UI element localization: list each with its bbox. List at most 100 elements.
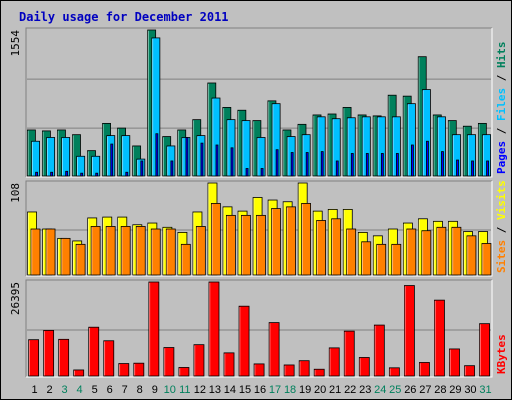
bar-kbytes-day-17 — [268, 322, 280, 377]
legend-separator: / — [495, 68, 508, 88]
bar-sites-day-23 — [361, 241, 372, 276]
bar-kbytes-day-10 — [163, 347, 175, 377]
legend-separator: / — [495, 220, 508, 240]
bar-kbytes-day-12 — [193, 344, 205, 377]
x-tick-label-14: 14 — [224, 384, 236, 396]
x-tick-label-28: 28 — [434, 384, 446, 396]
chart-title: Daily usage for December 2011 — [19, 10, 229, 24]
bar-files-day-15 — [241, 120, 251, 177]
bar-kbytes-day-29 — [449, 348, 460, 377]
bar-sites-day-27 — [421, 230, 432, 276]
legend-entry-pages: Pages — [495, 141, 508, 174]
bar-pages-day-25 — [395, 153, 399, 177]
x-tick-label-21: 21 — [329, 384, 341, 396]
x-tick-label-17: 17 — [269, 384, 281, 396]
bar-kbytes-day-6 — [103, 340, 115, 377]
x-tick-label-19: 19 — [299, 384, 311, 396]
x-tick-label-10: 10 — [164, 384, 176, 396]
bar-pages-day-12 — [200, 142, 204, 177]
bar-kbytes-day-27 — [419, 362, 430, 377]
bar-pages-day-10 — [170, 160, 174, 177]
bar-kbytes-day-31 — [479, 323, 490, 377]
bar-kbytes-day-24 — [373, 324, 385, 377]
x-tick-label-12: 12 — [194, 384, 206, 396]
bar-kbytes-day-1 — [28, 339, 40, 377]
bar-sites-day-26 — [406, 228, 417, 276]
x-tick-label-31: 31 — [479, 384, 491, 396]
bar-files-day-2 — [46, 137, 56, 177]
x-tick-label-7: 7 — [122, 384, 128, 396]
bar-sites-day-1 — [30, 228, 41, 276]
y-max-label: 26395 — [9, 282, 22, 315]
bar-sites-day-8 — [135, 226, 146, 276]
bar-pages-day-30 — [471, 160, 474, 177]
bar-sites-day-10 — [165, 228, 176, 276]
bar-kbytes-day-26 — [404, 285, 415, 377]
x-tick-label-27: 27 — [419, 384, 431, 396]
bar-pages-day-18 — [290, 152, 294, 177]
bar-kbytes-day-28 — [434, 299, 445, 377]
bar-sites-day-13 — [210, 203, 221, 276]
bar-pages-day-8 — [140, 160, 144, 177]
bar-pages-day-1 — [35, 171, 38, 177]
x-tick-label-22: 22 — [344, 384, 356, 396]
bar-sites-day-7 — [120, 226, 131, 276]
bar-sites-day-29 — [451, 226, 462, 276]
x-tick-label-18: 18 — [284, 384, 296, 396]
bar-pages-day-7 — [125, 171, 129, 177]
x-tick-label-29: 29 — [449, 384, 461, 396]
bar-kbytes-day-20 — [313, 368, 325, 377]
x-tick-label-15: 15 — [239, 384, 251, 396]
bar-sites-day-15 — [241, 214, 251, 276]
bar-kbytes-day-2 — [43, 330, 55, 377]
bar-sites-day-21 — [331, 218, 342, 276]
bar-sites-day-28 — [436, 226, 447, 276]
x-tick-label-9: 9 — [152, 384, 158, 396]
legend-entry-kbytes: KBytes — [495, 334, 508, 374]
panel-kbytes: 26395 KBytes — [9, 279, 508, 378]
bar-kbytes-day-16 — [253, 363, 265, 377]
x-tick-label-25: 25 — [389, 384, 401, 396]
bar-kbytes-day-13 — [208, 281, 220, 377]
bar-pages-day-14 — [230, 147, 234, 177]
bar-pages-day-6 — [110, 143, 114, 177]
bar-sites-day-31 — [481, 243, 492, 276]
bar-pages-day-11 — [185, 137, 189, 177]
bar-sites-day-30 — [466, 235, 477, 276]
bar-kbytes-day-14 — [223, 352, 235, 377]
x-tick-label-20: 20 — [314, 384, 326, 396]
chart-panels: 1554 Pages / Files / Hits 108 Sites / Visit… — [9, 27, 508, 378]
x-tick-label-4: 4 — [77, 384, 83, 396]
bar-pages-day-9 — [155, 133, 159, 177]
bar-kbytes-day-25 — [388, 367, 400, 377]
bar-pages-day-28 — [441, 151, 444, 177]
x-tick-label-30: 30 — [464, 384, 476, 396]
bar-sites-day-11 — [180, 243, 191, 276]
x-tick-label-8: 8 — [137, 384, 143, 396]
bar-pages-day-24 — [380, 153, 384, 177]
bar-sites-day-24 — [376, 243, 387, 276]
bar-pages-day-13 — [215, 144, 219, 177]
x-tick-label-16: 16 — [254, 384, 266, 396]
bar-kbytes-day-9 — [148, 281, 160, 377]
bar-kbytes-day-30 — [464, 365, 475, 377]
x-axis-labels: 1 2 3 4 5 6 7 8 9 10 11 12 13 14 15 16 17 18 19 20 21 22 23 24 2… — [31, 384, 491, 396]
bar-kbytes-day-11 — [178, 367, 190, 377]
bar-kbytes-day-8 — [133, 362, 145, 377]
bar-pages-day-21 — [335, 160, 339, 177]
x-tick-label-2: 2 — [46, 384, 52, 396]
x-tick-label-11: 11 — [179, 384, 190, 396]
bar-pages-day-26 — [411, 144, 414, 177]
bar-sites-day-12 — [195, 226, 206, 276]
panel-hits-files-pages: 1554 Pages / Files / Hits — [9, 27, 508, 178]
bar-kbytes-day-21 — [328, 347, 340, 377]
bar-pages-day-3 — [65, 170, 69, 177]
legend-separator: / — [495, 121, 508, 141]
x-tick-label-3: 3 — [62, 384, 68, 396]
bar-sites-day-25 — [391, 243, 402, 276]
bar-sites-day-14 — [226, 214, 236, 276]
bar-sites-day-2 — [45, 228, 56, 276]
bar-pages-day-17 — [275, 149, 279, 177]
